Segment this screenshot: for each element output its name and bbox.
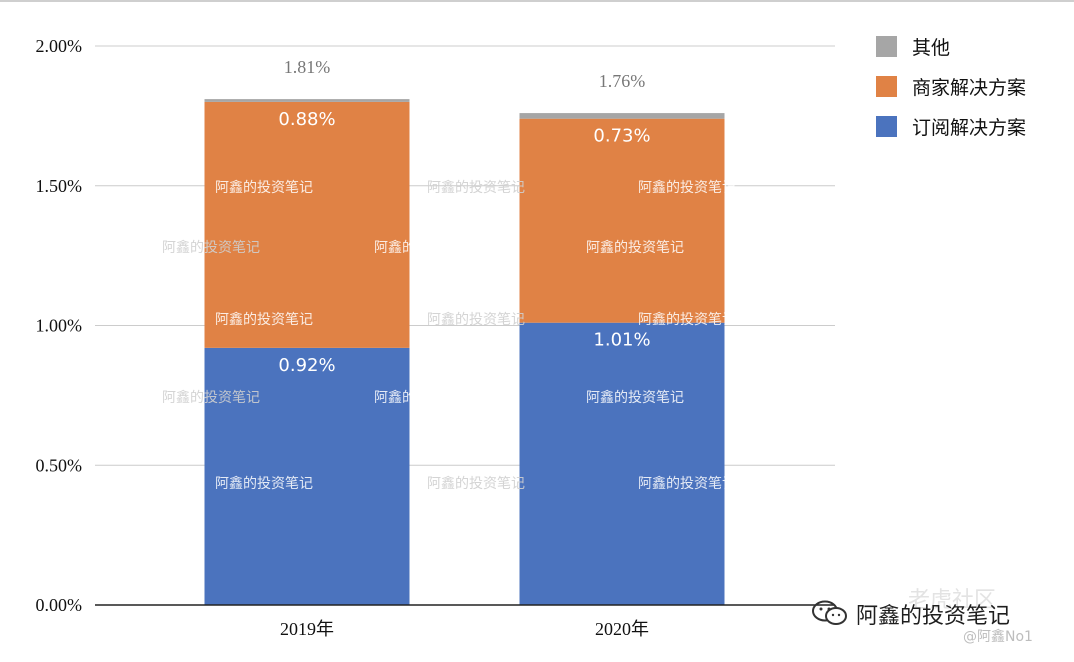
watermark-text: 阿鑫的投资笔记: [162, 239, 260, 256]
wechat-icon: [812, 600, 847, 625]
bar-segment-merchant: [519, 118, 725, 323]
bar-segment-other: [519, 113, 725, 119]
legend-label: 订阅解决方案: [912, 117, 1026, 139]
y-tick-label: 0.00%: [36, 595, 83, 615]
legend-swatch: [876, 76, 897, 97]
watermark-text: 阿鑫的投资笔记: [215, 311, 313, 328]
watermark-text: 阿鑫的投资笔记: [427, 311, 525, 328]
watermark-text: 阿鑫的投资笔记: [215, 179, 313, 196]
x-tick-label: 2020年: [595, 619, 649, 639]
x-axis: 2019年 2020年: [95, 604, 835, 639]
legend-label: 商家解决方案: [912, 77, 1026, 99]
watermark-text: 阿鑫的投资笔记: [638, 475, 736, 492]
bar-segment-subscription: [204, 347, 410, 605]
watermark-text: 阿鑫的投资笔记: [586, 389, 684, 406]
watermark-text: 阿鑫的投资笔记: [638, 179, 736, 196]
bar-segment-merchant: [204, 101, 410, 348]
y-tick-label: 2.00%: [36, 36, 83, 56]
top-border: [0, 0, 1074, 2]
x-tick-label: 2019年: [280, 619, 334, 639]
watermark-text: 阿鑫的投资笔记: [374, 389, 472, 406]
watermark-text: 阿鑫的投资笔记: [374, 239, 472, 256]
watermark-text: 阿鑫的投资笔记: [162, 389, 260, 406]
segment-value-label: 0.88%: [278, 109, 335, 130]
bar-segment-subscription: [519, 322, 725, 605]
y-tick-label: 1.00%: [36, 316, 83, 336]
footer-watermark: 老虎社区 阿鑫的投资笔记 @阿鑫No1: [808, 588, 1068, 656]
watermark-text: 阿鑫的投资笔记: [215, 475, 313, 492]
legend-swatch: [876, 116, 897, 137]
segment-value-label: 0.73%: [593, 126, 650, 147]
segment-value-label: 0.92%: [278, 355, 335, 376]
watermark-text: 阿鑫的投资笔记: [586, 239, 684, 256]
data-labels: 0.92% 0.88% 1.81% 1.01% 0.73% 1.76%: [278, 57, 650, 376]
legend-label: 其他: [912, 37, 950, 59]
bars: [204, 99, 725, 605]
segment-value-label: 1.01%: [593, 330, 650, 351]
legend-swatch: [876, 36, 897, 57]
watermark-text: 阿鑫的投资笔记: [638, 311, 736, 328]
bar-total-label: 1.76%: [599, 71, 646, 91]
y-tick-label: 0.50%: [36, 455, 83, 475]
footer-title: 阿鑫的投资笔记: [856, 604, 1011, 629]
bar-total-label: 1.81%: [284, 57, 331, 77]
watermark-text: 阿鑫的投资笔记: [427, 179, 525, 196]
footer-faint-text: 老虎社区: [908, 588, 997, 613]
watermark-text: 阿鑫的投资笔记: [427, 475, 525, 492]
footer-handle: @阿鑫No1: [963, 629, 1033, 645]
y-tick-label: 1.50%: [36, 176, 83, 196]
y-axis-ticks: 0.00% 0.50% 1.00% 1.50% 2.00%: [36, 36, 83, 615]
bar-segment-other: [204, 99, 410, 102]
